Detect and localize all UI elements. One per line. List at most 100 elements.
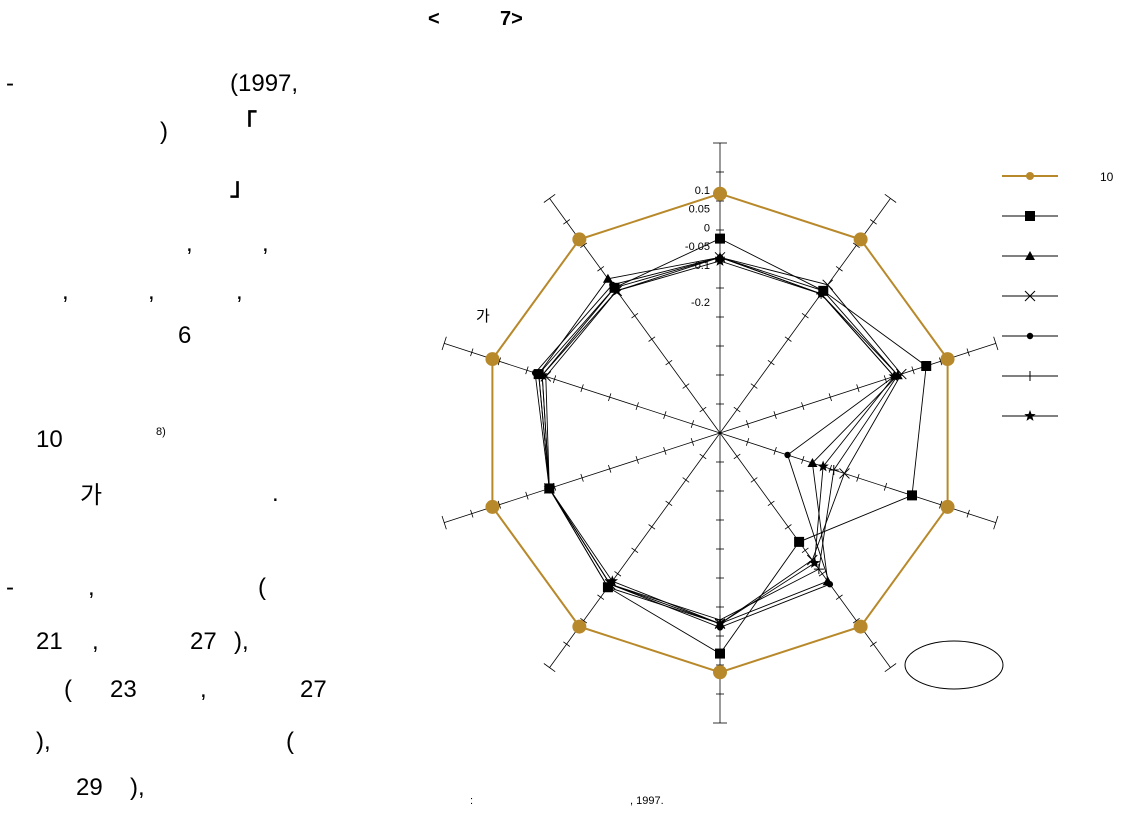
axis-tick-mark [745, 420, 750, 428]
axis-tick-mark [580, 473, 584, 482]
axis-tick-mark [869, 219, 877, 225]
annotation-ellipse [904, 640, 1004, 690]
text-comma-1: , [186, 230, 193, 257]
axis-tick-mark [993, 515, 999, 530]
data-point [611, 284, 623, 296]
data-point [543, 482, 555, 494]
text-paren-open-1: ( [258, 574, 266, 601]
axis-tick-mark [835, 266, 843, 272]
axis-tick-mark [663, 411, 667, 420]
data-point [940, 499, 955, 514]
axis-tick-mark [497, 500, 501, 509]
data-point [784, 451, 791, 459]
axis-tick-mark [470, 509, 474, 518]
axis-tick-mark [665, 500, 673, 507]
data-point [906, 490, 917, 501]
axis-tick-mark [552, 375, 557, 384]
axis-label: 가 [476, 308, 490, 325]
axis-tick-mark [525, 491, 529, 500]
text-comma-2: , [262, 230, 269, 257]
text-bracket-open: 「 [233, 110, 257, 137]
axis-tick-mark [750, 477, 758, 483]
axis-tick-mark [470, 348, 474, 357]
data-point [714, 255, 726, 266]
text-comma-5: , [236, 278, 243, 305]
axis-tick-mark [580, 618, 588, 624]
axis-tick-mark [580, 242, 588, 248]
axis-tick-mark [852, 618, 860, 624]
axis-tick-mark [631, 313, 639, 319]
text-6: 6 [178, 322, 192, 349]
axis-tick-mark [699, 406, 707, 413]
text-ga: 가 [80, 482, 103, 509]
source-year: , 1997. [630, 795, 664, 807]
data-point [1025, 251, 1035, 260]
axis-tick-mark [773, 411, 777, 420]
axis-tick-mark [828, 464, 832, 473]
data-point [606, 575, 618, 587]
text-comma-8: , [200, 676, 207, 703]
axis-tick-mark [441, 336, 447, 351]
axis-tick-mark [543, 193, 556, 203]
data-point [715, 648, 725, 659]
axis-tick-mark [525, 366, 529, 375]
data-point [602, 273, 613, 283]
axis-tick-mark [801, 313, 809, 319]
axis-tick-mark [852, 242, 860, 248]
data-point [1026, 332, 1034, 340]
axis-tick-mark [608, 393, 612, 402]
text-10: 10 [36, 426, 63, 453]
axis-tick-mark [543, 663, 556, 673]
text-27-b: 27 [300, 676, 327, 703]
axis-tick-mark [563, 219, 571, 225]
text-1997: (1997, [230, 70, 299, 97]
axis-tick-mark [856, 473, 860, 482]
data-point [713, 186, 727, 201]
text-23: 23 [110, 676, 137, 703]
data-point [1025, 371, 1035, 381]
axis-tick-mark [497, 357, 501, 366]
axis-tick-mark [801, 455, 805, 464]
footnote-ref: 8) [156, 426, 166, 438]
axis-tick-mark [801, 402, 805, 411]
text-29: 29 [76, 774, 103, 801]
axis-tick-mark [631, 547, 639, 553]
axis-tick-mark [690, 420, 695, 428]
data-point [715, 233, 725, 244]
axis-tick-mark [597, 266, 605, 272]
text-paren-open-3: ( [286, 728, 294, 755]
legend-label-0: 10 [1100, 170, 1114, 184]
text-dash-1: - [6, 70, 14, 97]
text-period: . [272, 480, 279, 507]
data-point [853, 232, 868, 247]
axis-tick-mark [869, 641, 877, 647]
axis-tick-mark [818, 571, 826, 577]
axis-tick-mark [665, 359, 673, 366]
axis-tick-mark [648, 336, 656, 342]
tick-label: -0.05 [685, 241, 710, 253]
text-paren-close-2: ), [234, 628, 249, 655]
axis-tick-mark [773, 446, 777, 455]
axis-tick-mark [939, 357, 943, 366]
axis-tick-mark [828, 393, 832, 402]
text-paren-close: ) [160, 118, 168, 145]
axis-tick-mark [966, 348, 970, 357]
axis-tick-mark [648, 524, 656, 530]
data-point [888, 370, 900, 382]
axis-tick-mark [750, 383, 758, 389]
data-point [839, 468, 850, 479]
axis-tick-mark [682, 383, 690, 389]
axis-tick-mark [597, 594, 605, 600]
axis-tick-mark [784, 524, 792, 530]
data-point [531, 369, 539, 377]
data-point [808, 557, 821, 568]
axis-tick-mark [608, 464, 612, 473]
data-point [713, 665, 727, 680]
series-line-1 [538, 238, 927, 655]
axis-tick-mark [856, 384, 860, 393]
text-comma-6: , [88, 574, 95, 601]
axis-tick-mark [690, 438, 695, 446]
axis-tick-mark [663, 446, 667, 455]
data-point [807, 458, 818, 468]
tick-label: -0.2 [691, 297, 710, 309]
